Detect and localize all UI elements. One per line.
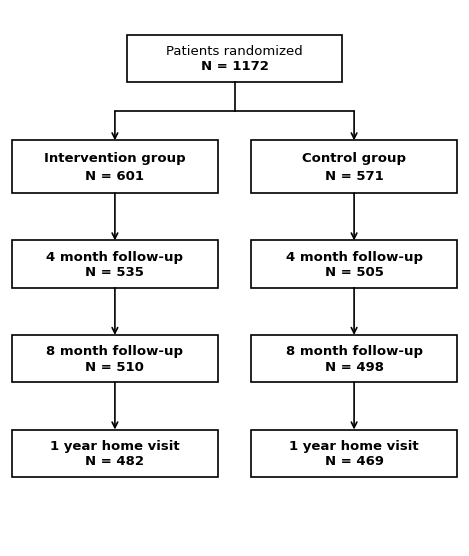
FancyBboxPatch shape	[251, 240, 457, 287]
Text: 4 month follow-up: 4 month follow-up	[286, 251, 423, 264]
Text: 8 month follow-up: 8 month follow-up	[286, 345, 423, 358]
Text: N = 571: N = 571	[325, 170, 384, 183]
FancyBboxPatch shape	[12, 141, 218, 193]
Text: 1 year home visit: 1 year home visit	[289, 440, 419, 453]
FancyBboxPatch shape	[12, 335, 218, 383]
FancyBboxPatch shape	[127, 34, 342, 82]
FancyBboxPatch shape	[251, 335, 457, 383]
Text: N = 498: N = 498	[325, 361, 384, 374]
Text: 4 month follow-up: 4 month follow-up	[46, 251, 183, 264]
Text: N = 1172: N = 1172	[201, 61, 268, 73]
FancyBboxPatch shape	[12, 429, 218, 477]
FancyBboxPatch shape	[251, 141, 457, 193]
Text: Control group: Control group	[302, 152, 406, 165]
Text: 1 year home visit: 1 year home visit	[50, 440, 180, 453]
Text: N = 469: N = 469	[325, 455, 384, 468]
Text: 8 month follow-up: 8 month follow-up	[46, 345, 183, 358]
FancyBboxPatch shape	[12, 240, 218, 287]
Text: N = 482: N = 482	[85, 455, 144, 468]
FancyBboxPatch shape	[251, 429, 457, 477]
Text: N = 601: N = 601	[85, 170, 144, 183]
Text: Intervention group: Intervention group	[44, 152, 186, 165]
Text: N = 505: N = 505	[325, 266, 384, 279]
Text: N = 535: N = 535	[85, 266, 144, 279]
Text: N = 510: N = 510	[85, 361, 144, 374]
Text: Patients randomized: Patients randomized	[166, 45, 303, 58]
